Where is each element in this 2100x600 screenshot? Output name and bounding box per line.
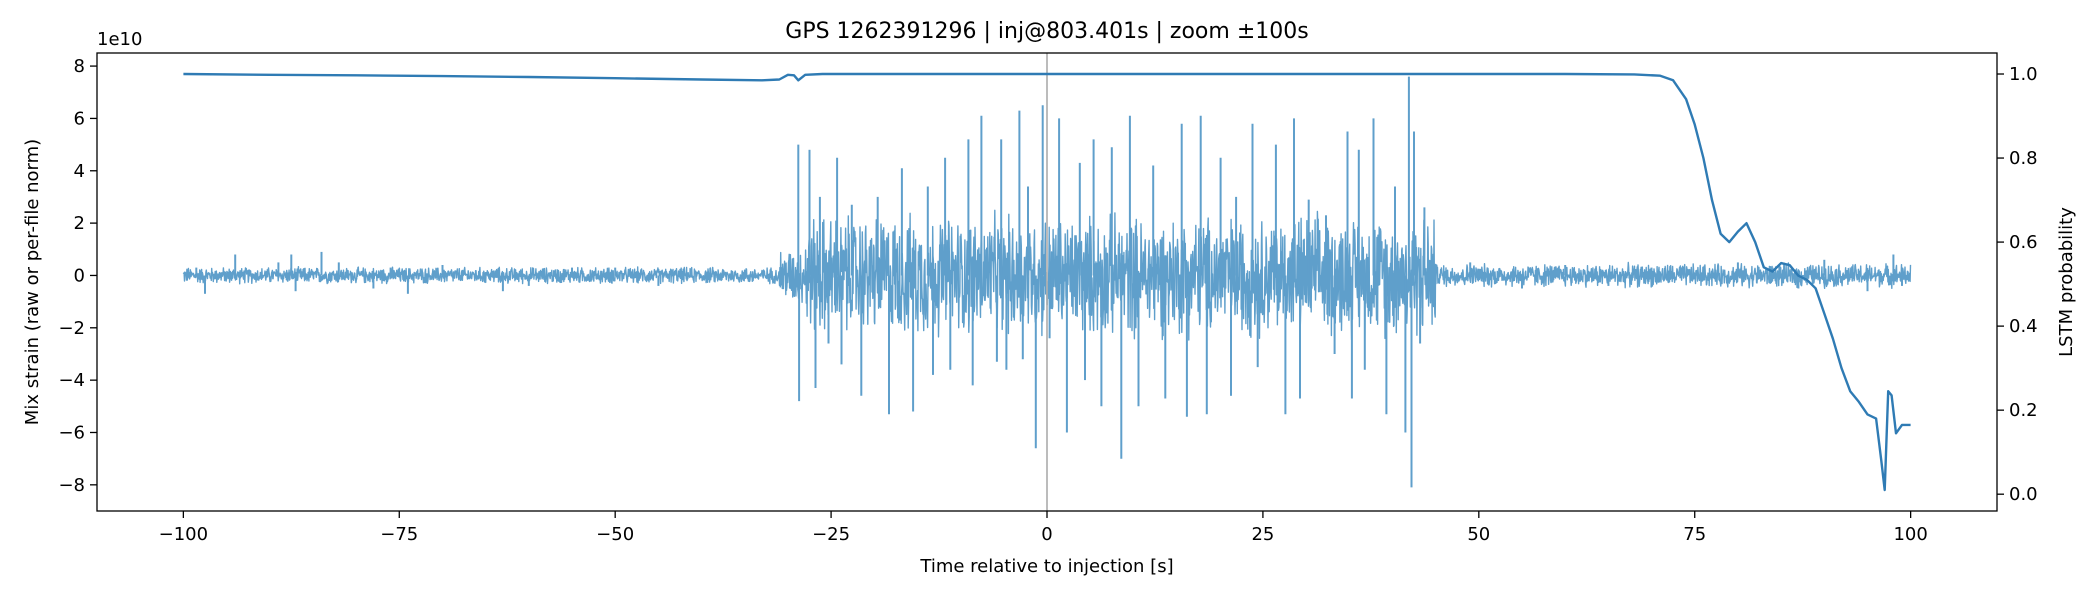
- x-tick-label-5: 25: [1251, 524, 1274, 545]
- left-y-tick-label-5: 2: [74, 213, 85, 234]
- right-y-tick-label-4: 0.8: [2009, 148, 2038, 169]
- left-y-axis: −8 −6 −4 −2 0 2 4 6 8: [58, 56, 97, 496]
- x-tick-label-0: −100: [159, 524, 208, 545]
- left-y-tick-label-2: −4: [58, 370, 85, 391]
- x-tick-label-6: 50: [1467, 524, 1490, 545]
- left-y-tick-label-7: 6: [74, 108, 85, 129]
- right-y-tick-label-2: 0.4: [2009, 316, 2038, 337]
- left-y-axis-label: Mix strain (raw or per-file norm): [22, 139, 43, 425]
- right-y-axis: 0.0 0.2 0.4 0.6 0.8 1.0: [1997, 64, 2038, 505]
- x-tick-label-8: 100: [1893, 524, 1927, 545]
- left-y-tick-label-4: 0: [74, 265, 85, 286]
- strain-spikes: [195, 76, 1903, 488]
- left-y-tick-label-8: 8: [74, 56, 85, 77]
- x-tick-label-3: −25: [812, 524, 850, 545]
- left-y-tick-label-0: −8: [58, 475, 85, 496]
- left-axis-offset-label: 1e10: [97, 29, 142, 50]
- x-tick-label-1: −75: [380, 524, 418, 545]
- left-y-tick-label-6: 4: [74, 161, 85, 182]
- chart-title: GPS 1262391296 | inj@803.401s | zoom ±10…: [785, 19, 1308, 44]
- x-axis: −100 −75 −50 −25 0 25 50 75 100: [159, 511, 1928, 545]
- right-y-tick-label-3: 0.6: [2009, 232, 2038, 253]
- lstm-probability-line: [183, 72, 1911, 492]
- x-tick-label-7: 75: [1683, 524, 1706, 545]
- x-tick-label-4: 0: [1041, 524, 1052, 545]
- right-y-tick-label-0: 0.0: [2009, 484, 2038, 505]
- x-tick-label-2: −50: [596, 524, 634, 545]
- left-y-tick-label-1: −6: [58, 422, 85, 443]
- x-axis-label: Time relative to injection [s]: [919, 556, 1173, 577]
- right-y-tick-label-1: 0.2: [2009, 400, 2038, 421]
- right-y-axis-label: LSTM probability: [2056, 207, 2077, 357]
- marks: [182, 53, 1912, 511]
- left-y-tick-label-3: −2: [58, 318, 85, 339]
- right-y-tick-label-5: 1.0: [2009, 64, 2038, 85]
